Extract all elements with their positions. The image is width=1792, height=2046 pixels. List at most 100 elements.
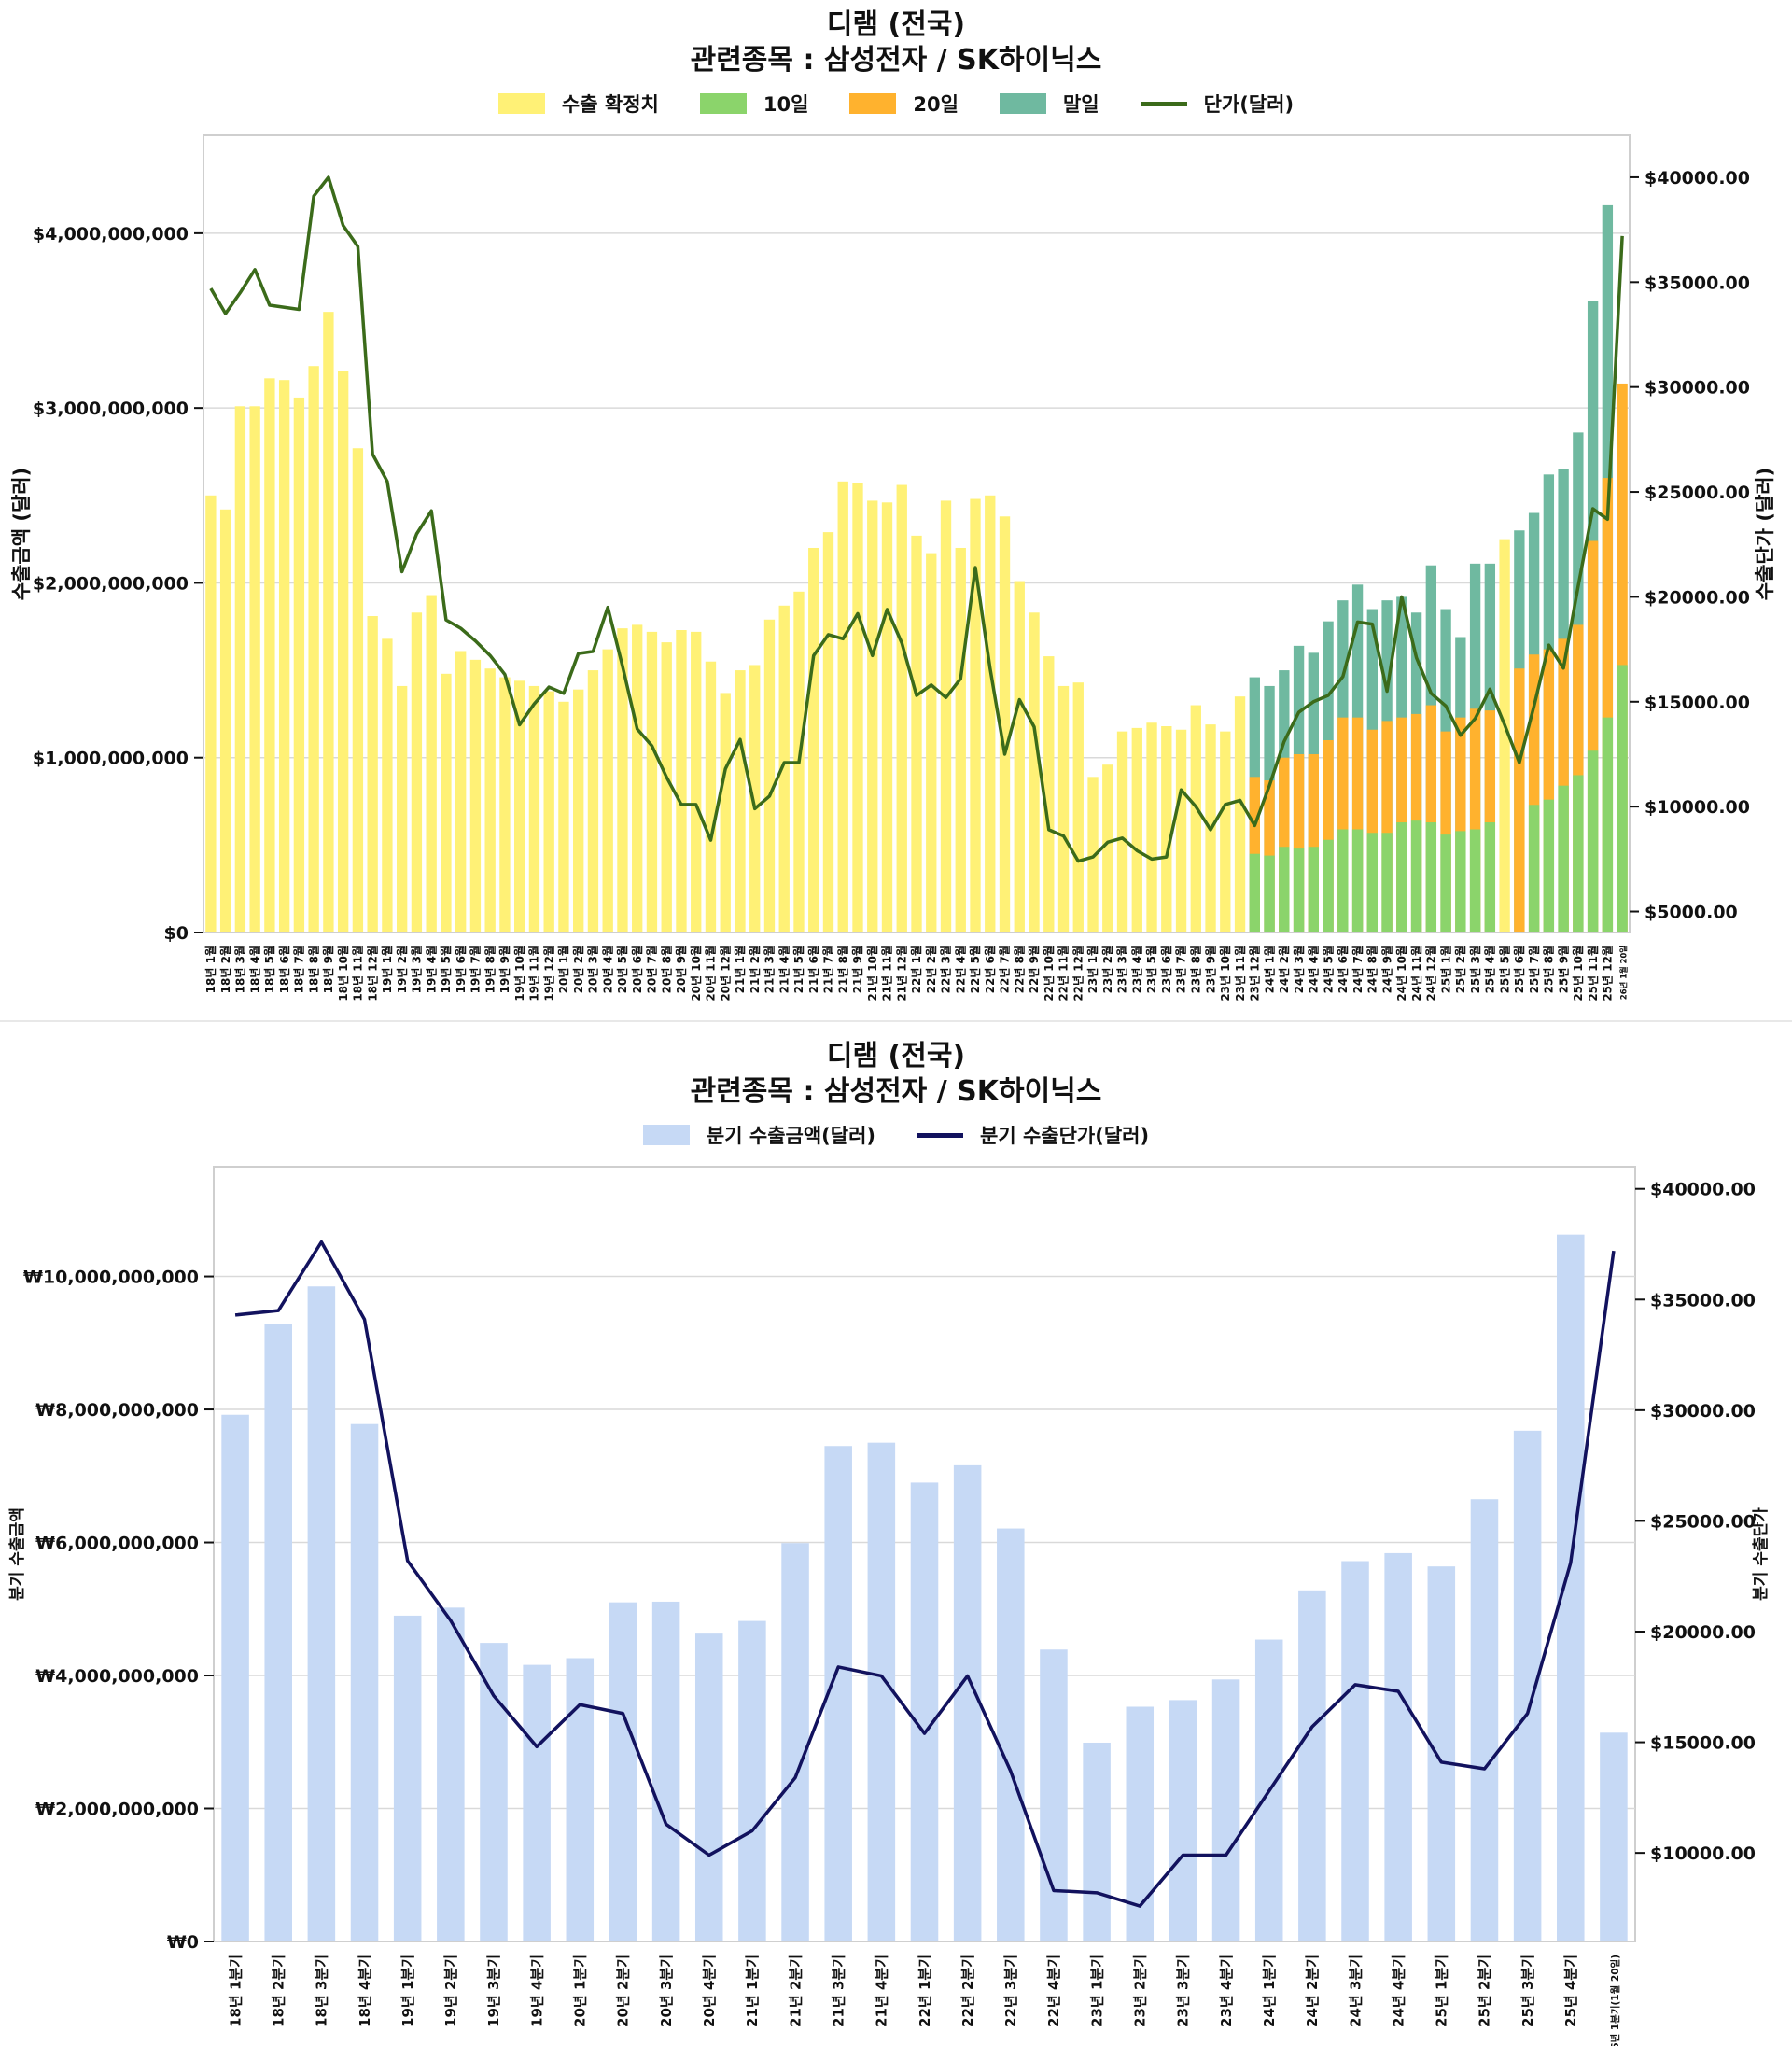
bar-quarterly-amount — [1513, 1430, 1542, 1941]
x-tick-label: 25년 10월 — [1571, 946, 1585, 1002]
x-tick-label: 19년 1월 — [380, 946, 394, 993]
x-tick-label: 24년 9월 — [1379, 946, 1393, 993]
x-tick-label: 25년 3분기 — [1519, 1955, 1536, 2027]
x-tick-label: 20년 10월 — [689, 946, 703, 1002]
x-tick-label: 25년 1분기 — [1434, 1955, 1450, 2027]
bar-quarterly-amount — [1211, 1679, 1240, 1941]
bar-10day — [1425, 822, 1437, 932]
bar-quarterly-amount — [997, 1528, 1025, 1941]
bar-confirmed — [205, 495, 217, 932]
legend-item-quarterly-price: 분기 수출단가(달러) — [917, 1121, 1149, 1149]
x-tick-label: 22년 10월 — [1042, 946, 1056, 1002]
legend-item-quarterly-amount: 분기 수출금액(달러) — [642, 1121, 875, 1149]
x-tick-label: 24년 2월 — [1277, 946, 1291, 993]
chart-title-line1: 디램 (전국) — [826, 1040, 966, 1072]
legend-label: 말일 — [1062, 93, 1099, 116]
legend-item-monthend: 말일 — [999, 90, 1099, 118]
x-tick-label: 21년 1분기 — [744, 1955, 761, 2027]
x-tick-label: 21년 7월 — [821, 946, 835, 993]
x-tick-label: 19년 8월 — [483, 946, 497, 993]
x-tick-label: 20년 3월 — [586, 946, 600, 993]
bar-quarterly-amount — [523, 1664, 551, 1941]
bar-confirmed — [1131, 727, 1142, 932]
bar-quarterly-amount — [1298, 1590, 1326, 1941]
x-tick-label: 19년 4월 — [424, 946, 438, 993]
x-tick-label: 21년 2월 — [748, 946, 762, 993]
bar-20day — [1381, 721, 1393, 932]
bar-confirmed — [367, 616, 378, 932]
x-tick-label: 21년 12월 — [894, 946, 908, 1002]
x-tick-label: 19년 7월 — [469, 946, 483, 993]
bar-confirmed — [808, 547, 819, 932]
bar-confirmed — [632, 624, 643, 932]
y-tick-label: ₩2,000,000,000 — [35, 1800, 199, 1820]
x-tick-label: 24년 12월 — [1424, 946, 1438, 1002]
bar-10day — [1279, 847, 1290, 932]
y-tick-label: $4,000,000,000 — [33, 224, 189, 245]
x-tick-label: 23년 4월 — [1129, 946, 1143, 993]
y-tick-label: ₩0 — [167, 1932, 199, 1953]
bar-quarterly-amount — [781, 1543, 809, 1941]
x-tick-label: 18년 7월 — [292, 946, 306, 993]
x-tick-label: 25년 12월 — [1601, 946, 1615, 1002]
bar-quarterly-amount — [1470, 1499, 1499, 1941]
x-tick-label: 20년 2분기 — [615, 1955, 632, 2027]
bar-10day — [1366, 833, 1379, 932]
y-tick-label: ₩6,000,000,000 — [35, 1534, 199, 1554]
x-tick-label: 21년 5월 — [791, 946, 805, 993]
x-tick-label: 20년 5월 — [615, 946, 629, 993]
bar-confirmed — [499, 677, 511, 932]
x-tick-label: 21년 1월 — [733, 946, 747, 993]
bar-quarterly-amount — [1600, 1732, 1628, 1941]
bar-confirmed — [396, 685, 408, 932]
bar-10day — [1469, 829, 1481, 932]
bar-20day — [1455, 717, 1466, 932]
bar-confirmed — [985, 495, 996, 932]
bar-20day — [1293, 753, 1305, 932]
bar-confirmed — [881, 502, 893, 932]
x-tick-label: 20년 12월 — [718, 946, 732, 1002]
bar-confirmed — [822, 532, 834, 932]
x-tick-label: 23년 3월 — [1115, 946, 1129, 993]
bar-confirmed — [411, 612, 423, 932]
y2-tick-label: $5000.00 — [1645, 903, 1738, 923]
bar-quarterly-amount — [1341, 1561, 1369, 1941]
bar-10day — [1602, 717, 1614, 932]
x-tick-label: 21년 8월 — [835, 946, 849, 993]
bar-10day — [1323, 839, 1334, 932]
x-tick-label: 19년 3분기 — [485, 1955, 502, 2027]
x-tick-label: 21년 3분기 — [830, 1955, 847, 2027]
bar-confirmed — [896, 484, 907, 932]
x-tick-label: 18년 3월 — [233, 946, 247, 993]
x-tick-label: 18년 1분기 — [227, 1955, 244, 2027]
bar-20day — [1528, 654, 1540, 932]
y-tick-label: $1,000,000,000 — [33, 749, 189, 769]
y2-tick-label: $40000.00 — [1650, 1180, 1756, 1200]
bar-10day — [1396, 822, 1407, 932]
y-tick-label: $2,000,000,000 — [33, 573, 189, 594]
x-tick-label: 20년 2월 — [571, 946, 585, 993]
x-tick-label: 23년 12월 — [1248, 946, 1262, 1002]
bar-confirmed — [1029, 612, 1040, 932]
x-tick-label: 21년 11월 — [880, 946, 894, 1002]
bar-confirmed — [278, 380, 290, 932]
bar-10day — [1440, 834, 1451, 932]
x-tick-label: 18년 8월 — [306, 946, 320, 993]
bar-confirmed — [999, 516, 1011, 932]
x-tick-label: 22년 8월 — [1012, 946, 1026, 993]
x-tick-label: 23년 4분기 — [1218, 1955, 1235, 2027]
x-tick-label: 18년 10월 — [336, 946, 350, 1002]
bar-confirmed — [293, 397, 305, 933]
bar-confirmed — [1116, 731, 1128, 932]
bar-confirmed — [1190, 705, 1201, 932]
bar-confirmed — [1057, 685, 1070, 932]
bar-10day — [1455, 831, 1466, 932]
x-tick-label: 24년 3월 — [1292, 946, 1306, 993]
bar-confirmed — [749, 665, 761, 932]
bar-10day — [1249, 853, 1260, 932]
bar-confirmed — [469, 659, 482, 932]
bar-quarterly-amount — [867, 1442, 896, 1941]
chart-legend: 분기 수출금액(달러) 분기 수출단가(달러) — [0, 1121, 1792, 1149]
x-tick-label: 23년 3분기 — [1175, 1955, 1192, 2027]
monthly-chart-svg: $0 $1,000,000,000 $2,000,000,000 $3,000,000… — [10, 134, 1776, 1002]
